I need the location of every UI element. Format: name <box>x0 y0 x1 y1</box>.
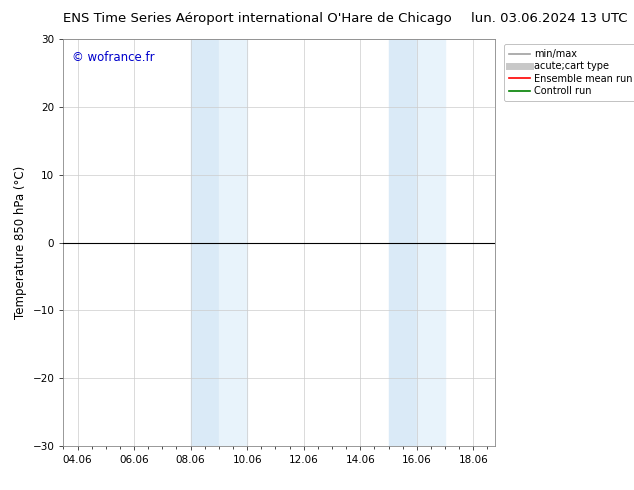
Y-axis label: Temperature 850 hPa (°C): Temperature 850 hPa (°C) <box>14 166 27 319</box>
Bar <box>389 39 417 446</box>
Bar <box>191 39 219 446</box>
Bar <box>219 39 247 446</box>
Bar <box>417 39 445 446</box>
Text: ENS Time Series Aéroport international O'Hare de Chicago: ENS Time Series Aéroport international O… <box>63 12 452 25</box>
Text: © wofrance.fr: © wofrance.fr <box>72 51 155 64</box>
Legend: min/max, acute;cart type, Ensemble mean run, Controll run: min/max, acute;cart type, Ensemble mean … <box>503 44 634 101</box>
Text: lun. 03.06.2024 13 UTC: lun. 03.06.2024 13 UTC <box>471 12 628 25</box>
